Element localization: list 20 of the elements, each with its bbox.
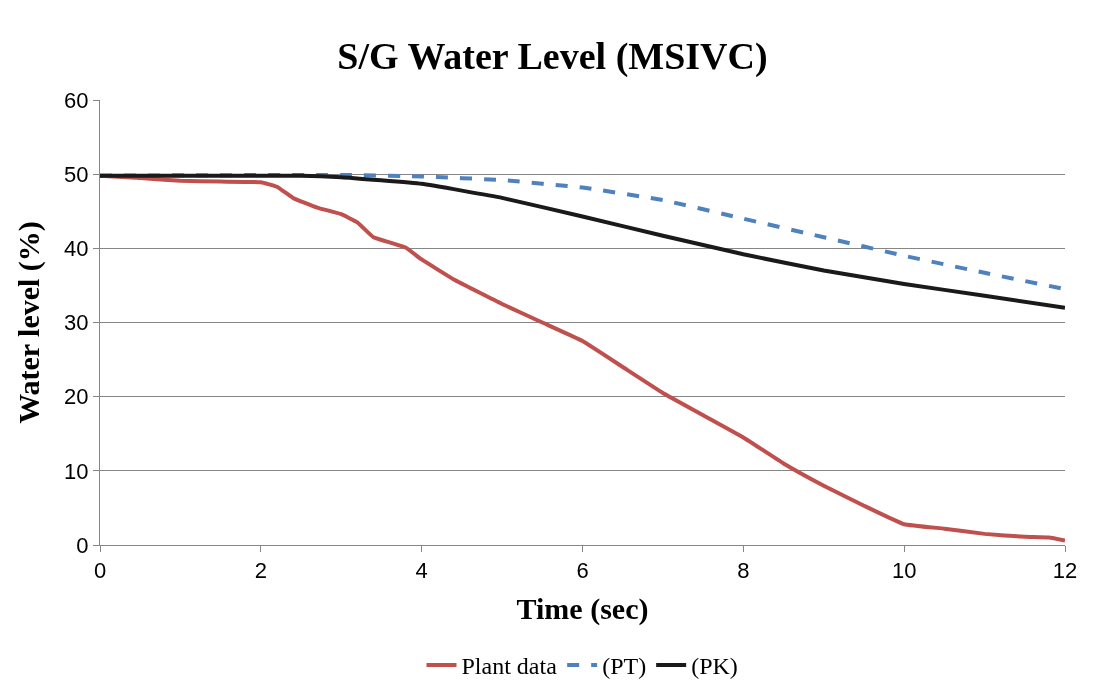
x-tick-label: 6 <box>576 558 589 584</box>
legend-label: (PK) <box>691 653 738 680</box>
x-tick-label: 10 <box>891 558 917 584</box>
y-tick-label: 20 <box>64 384 89 410</box>
x-tick-label: 0 <box>93 558 107 584</box>
legend-label: Plant data <box>461 653 558 680</box>
x-tick-label: 4 <box>415 558 428 584</box>
y-tick-label: 10 <box>64 458 89 484</box>
y-tick-label: 30 <box>64 310 89 336</box>
y-tick-label: 40 <box>64 236 89 262</box>
chart-title: S/G Water Level (MSIVC) <box>337 34 768 78</box>
x-tick-label: 2 <box>254 558 267 584</box>
x-tick-label: 12 <box>1052 558 1078 584</box>
y-tick-label: 0 <box>76 532 89 558</box>
x-axis-title: Time (sec) <box>516 591 649 626</box>
legend-label: (PT) <box>602 653 647 680</box>
y-tick-label: 50 <box>64 161 89 187</box>
y-axis-title: Water level (%) <box>12 221 47 424</box>
x-tick-label: 8 <box>737 558 750 584</box>
y-tick-label: 60 <box>64 87 89 113</box>
